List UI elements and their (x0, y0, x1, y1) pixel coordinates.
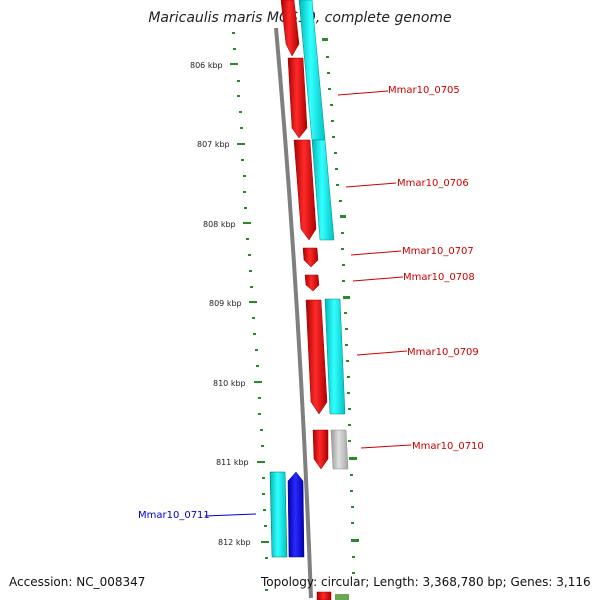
cds-reverse-track (280, 0, 332, 600)
gene-label[interactable]: Mmar10_0710 (412, 441, 484, 452)
map-title: Maricaulis maris MCS10, complete genome (148, 10, 452, 26)
cds-arrow[interactable] (304, 274, 320, 292)
tick-label: 807 kbp (197, 140, 230, 149)
tick-label: 806 kbp (190, 61, 223, 70)
gene-leaders (204, 90, 412, 517)
cds-arrow[interactable] (316, 591, 332, 600)
tick-label: 812 kbp (218, 538, 251, 547)
gray-feature-block[interactable] (330, 429, 349, 470)
gene-label[interactable]: Mmar10_0706 (397, 178, 469, 189)
feature-block[interactable] (311, 139, 335, 241)
cds-arrow-forward[interactable] (287, 471, 305, 558)
scale-ticks: 806 kbp 807 kbp 808 kbp 809 kbp 810 kbp … (190, 61, 251, 547)
gene-label[interactable]: Mmar10_0708 (403, 272, 475, 283)
genome-summary-text: Topology: circular; Length: 3,368,780 bp… (261, 575, 591, 589)
tick-label: 811 kbp (216, 458, 249, 467)
tick-label: 809 kbp (209, 299, 242, 308)
cds-arrow[interactable] (305, 299, 328, 415)
tick-label: 808 kbp (203, 220, 236, 229)
gc-dots-left (230, 32, 269, 591)
gene-label[interactable]: Mmar10_0709 (407, 347, 479, 358)
cds-arrow[interactable] (312, 429, 329, 470)
gene-label[interactable]: Mmar10_0711 (138, 510, 210, 521)
cds-arrow[interactable] (302, 247, 319, 268)
cds-forward-track (269, 471, 305, 558)
feature-block[interactable] (324, 298, 346, 415)
gc-dots-right (322, 38, 359, 574)
genome-backbone (274, 27, 313, 599)
gene-labels: Mmar10_0705 Mmar10_0706 Mmar10_0707 Mmar… (138, 85, 484, 521)
cyan-feature-track-right (298, 0, 346, 415)
cds-arrow[interactable] (293, 139, 317, 241)
gene-label[interactable]: Mmar10_0707 (402, 246, 474, 257)
cds-arrow[interactable] (280, 0, 300, 57)
gene-label[interactable]: Mmar10_0705 (388, 85, 460, 96)
feature-block[interactable] (269, 471, 288, 558)
tick-label: 810 kbp (213, 379, 246, 388)
accession-text: Accession: NC_008347 (9, 575, 146, 589)
cds-arrow[interactable] (287, 57, 308, 139)
green-feature-block (335, 594, 349, 600)
